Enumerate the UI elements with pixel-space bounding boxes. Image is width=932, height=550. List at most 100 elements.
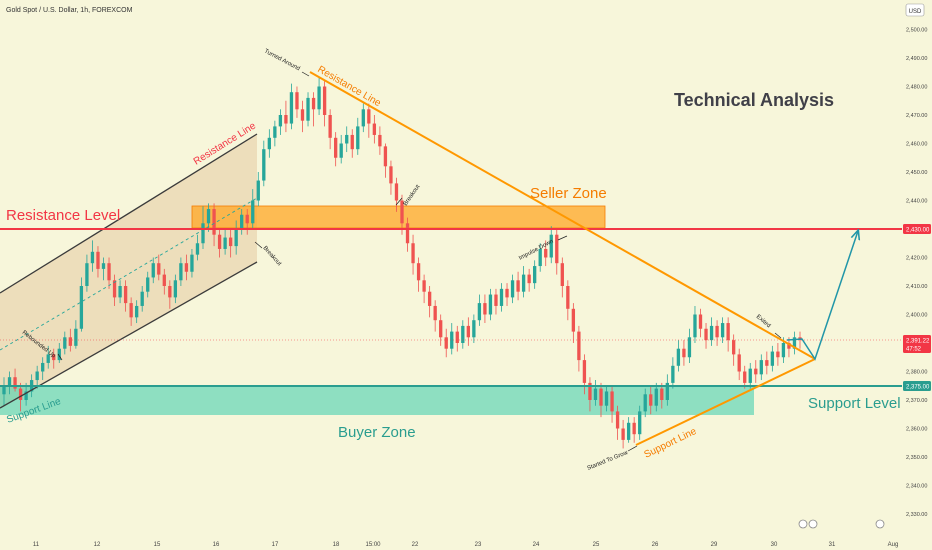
candle-body: [577, 331, 581, 361]
y-tick-label: 2,370.00: [906, 398, 927, 404]
candle-body: [278, 115, 283, 127]
candle-body: [372, 123, 377, 135]
candle-body: [173, 280, 178, 298]
price-badge-label: 2,430.00: [906, 228, 930, 234]
candle-body: [284, 115, 288, 124]
candle-body: [638, 411, 642, 435]
y-tick-label: 2,480.00: [906, 85, 927, 91]
candle-body: [157, 263, 161, 275]
candle-body: [206, 209, 211, 224]
candle-body: [24, 391, 28, 400]
candle-body: [676, 348, 681, 366]
y-tick-label: 2,380.00: [906, 370, 927, 376]
candle-body: [748, 368, 752, 383]
candle-body: [46, 354, 50, 363]
flag-icon[interactable]: [875, 519, 885, 529]
candle-body: [41, 362, 45, 372]
candle-body: [610, 391, 614, 412]
candle-body: [516, 280, 520, 292]
x-tick-label: Aug: [888, 542, 899, 548]
price-badge-label: 2,375.00: [906, 385, 930, 391]
x-tick-label: 11: [33, 542, 40, 548]
arrow-started-to-grow: [627, 445, 638, 452]
candle-body: [499, 288, 504, 306]
candle-body: [289, 92, 294, 124]
candle-body: [168, 286, 172, 298]
candle-body: [245, 214, 249, 224]
price-axis-panel[interactable]: [902, 0, 932, 538]
candle-body: [693, 314, 697, 338]
candle-body: [582, 360, 587, 383]
price-badges: 2,430.00 2,391.22 47:52 2,375.00: [903, 224, 931, 391]
x-tick-label: 17: [272, 542, 279, 548]
candle-body: [726, 323, 730, 341]
y-tick-label: 2,400.00: [906, 313, 927, 319]
candle-body: [450, 331, 454, 349]
candle-body: [217, 234, 222, 249]
x-tick-label: 15:00: [365, 542, 381, 548]
candle-body: [151, 263, 155, 278]
candle-body: [593, 388, 598, 400]
candle-body: [361, 109, 365, 127]
candle-body: [223, 237, 227, 249]
y-tick-label: 2,410.00: [906, 284, 927, 290]
candle-body: [665, 382, 669, 400]
currency-badge[interactable]: [905, 3, 925, 17]
y-tick-label: 2,470.00: [906, 113, 927, 119]
arrow-breakout-1: [254, 241, 263, 249]
candle-body: [765, 360, 769, 366]
x-tick-label: 29: [711, 542, 718, 548]
candle-body: [74, 328, 78, 346]
candle-body: [146, 277, 150, 292]
y-tick-label: 2,340.00: [906, 484, 927, 490]
candle-body: [79, 286, 84, 329]
arrow-turned-around: [301, 71, 310, 77]
candle-body: [682, 348, 686, 358]
candle-body: [345, 134, 349, 144]
candle-body: [649, 394, 653, 406]
chart-title: Technical Analysis: [674, 90, 834, 110]
price-badge-label: 2,391.22: [906, 339, 930, 345]
candle-body: [118, 286, 122, 298]
buyer-zone-rect: [0, 386, 754, 415]
candle-body: [90, 251, 95, 264]
candle-body: [306, 97, 310, 121]
replay-icon[interactable]: [798, 519, 808, 529]
price-badge: [903, 343, 931, 353]
candle-body: [334, 137, 338, 158]
candle-body: [566, 286, 570, 309]
x-tick-label: 25: [593, 542, 600, 548]
price-badge-label: 47:52: [906, 347, 922, 353]
candle-body: [378, 134, 382, 147]
candle-body: [228, 237, 233, 247]
candle-body: [488, 294, 493, 315]
candle-body: [52, 354, 56, 361]
candle-body: [427, 291, 432, 306]
x-tick-label: 16: [213, 542, 220, 548]
candle-body: [533, 266, 537, 284]
candle-body: [732, 340, 736, 355]
candle-body: [472, 320, 476, 338]
candles-group: [2, 77, 802, 449]
candle-body: [212, 209, 216, 235]
candle-body: [96, 251, 100, 269]
candle-body: [400, 200, 404, 224]
candle-body: [615, 411, 620, 429]
triangle-support-line: [635, 358, 816, 446]
candle-body: [179, 263, 183, 281]
candle-body: [433, 305, 437, 321]
y-tick-label: 2,330.00: [906, 512, 927, 518]
candle-body: [123, 286, 128, 304]
candle-body: [107, 263, 111, 281]
candle-body: [621, 428, 625, 440]
candle-body: [455, 331, 459, 343]
alert-icon[interactable]: [808, 519, 818, 529]
candle-body: [411, 243, 415, 264]
arrow-breakout-2: [395, 197, 403, 206]
arrow-exited: [774, 332, 782, 339]
candle-body: [505, 288, 509, 298]
candle-body: [2, 385, 6, 395]
candle-body: [643, 394, 647, 412]
candle-body: [68, 337, 72, 346]
